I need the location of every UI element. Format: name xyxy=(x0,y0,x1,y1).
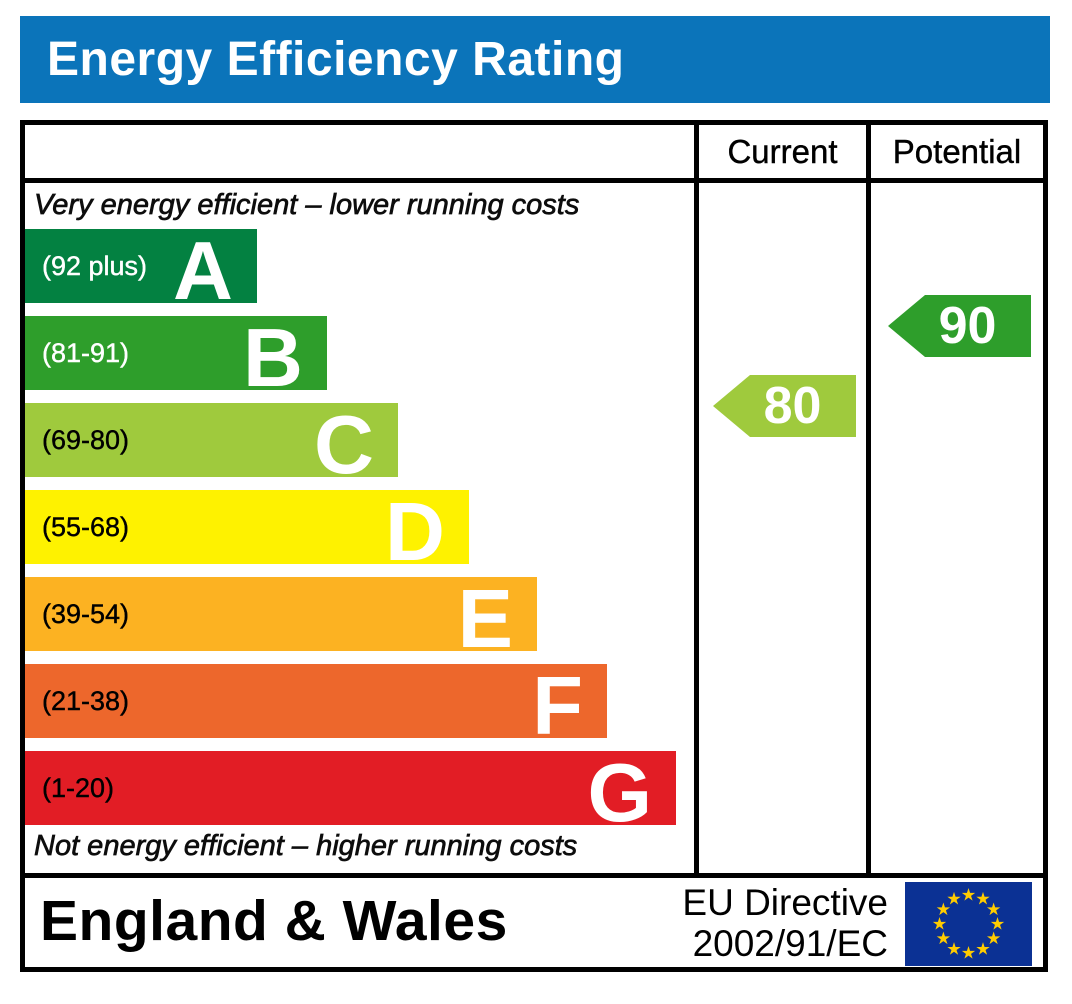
rating-band-e: (39-54) E xyxy=(25,577,537,660)
eu-flag-star xyxy=(990,917,1005,930)
potential-rating-arrow: 90 xyxy=(888,295,1031,357)
rating-band-c: (69-80) C xyxy=(25,403,398,486)
eu-flag-icon xyxy=(905,882,1032,966)
eu-flag-star xyxy=(976,891,990,905)
rating-band-a: (92 plus) A xyxy=(25,229,257,312)
band-letter: F xyxy=(532,659,583,752)
page-title: Energy Efficiency Rating xyxy=(47,33,625,86)
band-letter: A xyxy=(173,224,233,317)
potential-column-header: Potential xyxy=(892,132,1022,170)
eu-flag-star xyxy=(961,888,976,901)
eu-flag-star xyxy=(976,942,990,955)
current-column-header: Current xyxy=(727,132,838,170)
eu-flag-star xyxy=(947,942,961,955)
header-divider-line xyxy=(25,178,1043,183)
rating-table-inner: Current Potential Very energy efficient … xyxy=(25,125,1043,967)
band-letter: E xyxy=(457,572,513,665)
footer-directive-line2: 2002/91/EC xyxy=(692,923,888,964)
band-range-label: (21-38) xyxy=(42,685,130,716)
band-range-label: (92 plus) xyxy=(42,250,148,281)
eu-flag-star xyxy=(986,931,1001,945)
footer-region-label: England & Wales xyxy=(40,889,508,953)
band-range-label: (1-20) xyxy=(42,772,115,803)
rating-band-f: (21-38) F xyxy=(25,664,607,747)
eu-flag-star xyxy=(986,902,1001,916)
bottom-caption: Not energy efficient – higher running co… xyxy=(34,830,578,863)
current-rating-value: 80 xyxy=(763,377,822,435)
band-range-label: (55-68) xyxy=(42,511,130,542)
eu-flag-star xyxy=(961,946,976,959)
eu-flag-star xyxy=(936,902,951,916)
rating-band-b: (81-91) B xyxy=(25,316,327,399)
band-letter: C xyxy=(314,398,374,491)
potential-rating-value: 90 xyxy=(938,297,997,355)
eu-flag-star xyxy=(936,931,951,945)
band-letter: B xyxy=(243,311,303,404)
band-letter: D xyxy=(385,485,445,578)
rating-band-d: (55-68) D xyxy=(25,490,469,573)
eu-flag-star xyxy=(932,917,947,930)
footer-divider-line xyxy=(25,873,1043,878)
current-column-divider-line xyxy=(694,125,699,878)
top-caption: Very energy efficient – lower running co… xyxy=(34,189,580,222)
current-rating-arrow: 80 xyxy=(713,375,856,437)
rating-band-g: (1-20) G xyxy=(25,751,676,834)
footer-directive-text: EU Directive 2002/91/EC xyxy=(585,882,888,964)
band-range-label: (39-54) xyxy=(42,598,130,629)
band-range-label: (69-80) xyxy=(42,424,130,455)
eu-flag-star xyxy=(947,891,961,905)
footer-directive-line1: EU Directive xyxy=(682,882,888,923)
banner: Energy Efficiency Rating xyxy=(20,16,1050,103)
band-range-label: (81-91) xyxy=(42,337,130,368)
rating-table-frame: Current Potential Very energy efficient … xyxy=(20,120,1048,972)
band-letter: G xyxy=(587,746,652,839)
potential-column-divider-line xyxy=(866,125,871,878)
